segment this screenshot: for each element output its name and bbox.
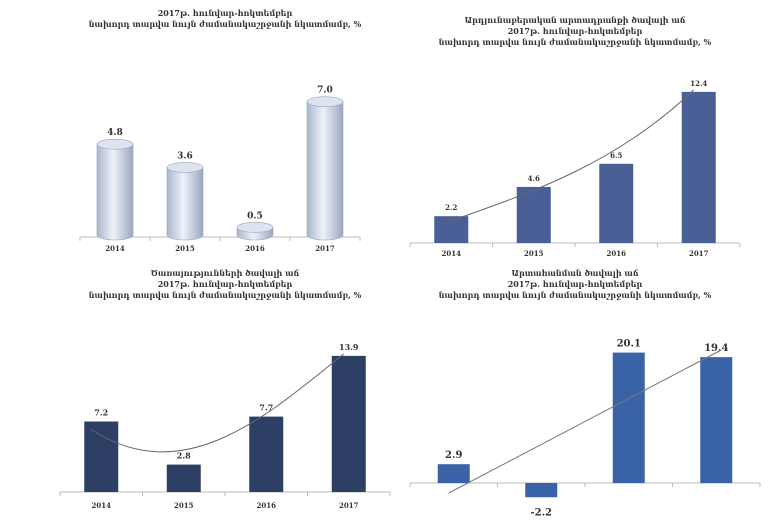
bar — [96, 143, 134, 241]
data-label: 7.2 — [94, 407, 108, 417]
bar-top — [306, 96, 344, 107]
chart-3: 7.2 2014 2.8 2015 7.7 2016 13.9 2017 — [59, 342, 391, 510]
bar — [516, 186, 551, 243]
category-label: 2016 — [607, 249, 627, 258]
category-label: 2015 — [175, 244, 195, 253]
category-label: 2016 — [257, 501, 277, 510]
category-label: 2014 — [442, 249, 462, 258]
data-label: 2.2 — [445, 203, 457, 212]
bar-top — [236, 222, 274, 233]
category-label: 2014 — [105, 244, 125, 253]
title-line: նախորդ տարվա նույն ժամանակաշրջանի նկատմա… — [88, 290, 362, 300]
data-label: 6.5 — [610, 151, 622, 160]
title-line: Ծառայությունների ծավալի աճ — [150, 268, 300, 278]
data-label: 0.5 — [247, 211, 263, 221]
chart-2-title: Արդյունաբերական արտադրանքի ծավալի աճ 201… — [410, 15, 740, 48]
bar — [525, 483, 558, 498]
bar — [681, 91, 716, 243]
title-line: 2017թ. հունվար-հոկտեմբեր — [507, 279, 643, 289]
title-line: Արտահանման ծավալի աճ — [511, 268, 639, 278]
data-label: 3.6 — [177, 151, 193, 161]
data-label: -2.2 — [530, 507, 552, 518]
title-line: 2017թ. հունվար-հոկտեմբեր — [157, 279, 293, 289]
title-line: 2017թ. հունվար-հոկտեմբեր — [157, 8, 293, 18]
trendline — [448, 349, 722, 494]
bar — [306, 101, 344, 241]
bar — [331, 355, 366, 492]
data-label: 4.6 — [528, 174, 540, 183]
bar — [599, 163, 634, 243]
data-label: 13.9 — [339, 342, 359, 352]
bar — [249, 416, 284, 492]
bar-top — [166, 162, 204, 173]
data-label: 2.8 — [177, 451, 191, 461]
data-label: 7.0 — [317, 86, 333, 96]
title-line: նախորդ տարվա նույն ժամանակաշրջանի նկատմա… — [438, 37, 712, 47]
bar — [166, 464, 201, 492]
bar — [166, 167, 204, 241]
data-label: 12.4 — [690, 79, 707, 88]
bar — [612, 352, 645, 483]
data-label: 7.7 — [259, 403, 273, 413]
bar — [700, 357, 733, 483]
category-label: 2014 — [92, 501, 112, 510]
category-label: 2015 — [174, 501, 194, 510]
bar — [437, 464, 470, 483]
trendline — [90, 353, 345, 453]
bar-top — [96, 138, 134, 150]
title-line: նախորդ տարվա նույն ժամանակաշրջանի նկատմա… — [438, 290, 712, 300]
chart-2: 2.2 2014 4.6 2015 6.5 2016 12.4 2017 — [409, 79, 741, 258]
chart-1: 4.8 2014 3.6 2015 0.5 2016 7.0 2017 — [79, 86, 361, 253]
category-label: 2017 — [315, 244, 335, 253]
chart-4: 2.9 -2.2 20.1 19.4 — [409, 339, 761, 518]
title-line: Արդյունաբերական արտադրանքի ծավալի աճ — [464, 15, 686, 25]
title-line: նախորդ տարվա նույն ժամանակաշրջանի նկատմա… — [88, 19, 362, 29]
category-label: 2016 — [245, 244, 265, 253]
data-label: 20.1 — [617, 339, 641, 350]
chart-1-title: 2017թ. հունվար-հոկտեմբեր նախորդ տարվա նո… — [80, 8, 370, 30]
bar — [84, 421, 119, 492]
data-label: 2.9 — [445, 450, 462, 461]
data-label: 19.4 — [704, 343, 728, 354]
category-label: 2017 — [689, 249, 709, 258]
category-label: 2017 — [339, 501, 359, 510]
chart-4-title: Արտահանման ծավալի աճ 2017թ. հունվար-հոկտ… — [410, 268, 740, 301]
chart-3-title: Ծառայությունների ծավալի աճ 2017թ. հունվա… — [60, 268, 390, 301]
data-label: 4.8 — [107, 128, 123, 138]
trendline — [441, 89, 695, 225]
title-line: 2017թ. հունվար-հոկտեմբեր — [507, 26, 643, 36]
category-label: 2015 — [524, 249, 544, 258]
